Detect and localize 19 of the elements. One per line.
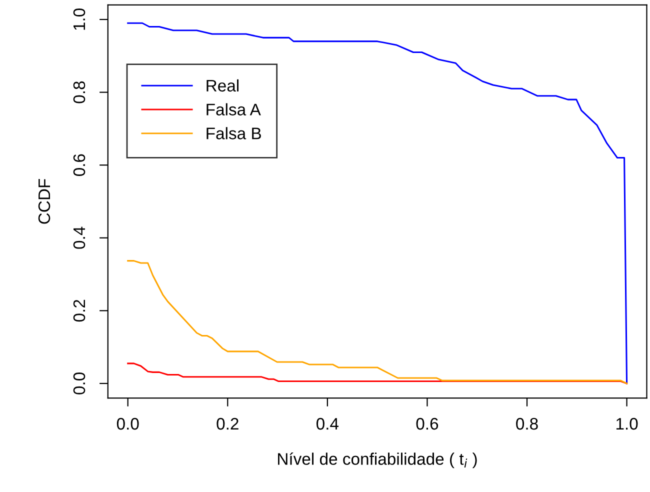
x-tick-label: 0.2 (216, 418, 238, 430)
x-tick-label: 1.0 (616, 418, 638, 430)
y-tick-label: 1.0 (73, 8, 86, 30)
y-tick-label: 0.4 (73, 226, 86, 249)
x-tick-label: 0.4 (316, 418, 339, 430)
y-tick-label: 0.0 (73, 372, 86, 394)
x-tick-label: 0.0 (116, 418, 139, 430)
line-series (127, 260, 628, 384)
legend-label: Falsa B (206, 127, 261, 140)
x-tick-label: 0.6 (416, 418, 438, 430)
legend-label: Real (206, 79, 239, 92)
y-tick-label: 0.6 (73, 154, 86, 176)
line-series (127, 22, 628, 384)
y-tick-label: 0.2 (73, 300, 86, 322)
legend-label: Falsa A (206, 103, 261, 116)
y-tick-label: 0.8 (73, 81, 86, 104)
x-axis-title: Nível de confiabilidade ( t$_{i}$ ) (278, 452, 477, 468)
x-tick-label: 0.8 (516, 418, 538, 430)
y-axis-title: CCDF (38, 178, 50, 224)
